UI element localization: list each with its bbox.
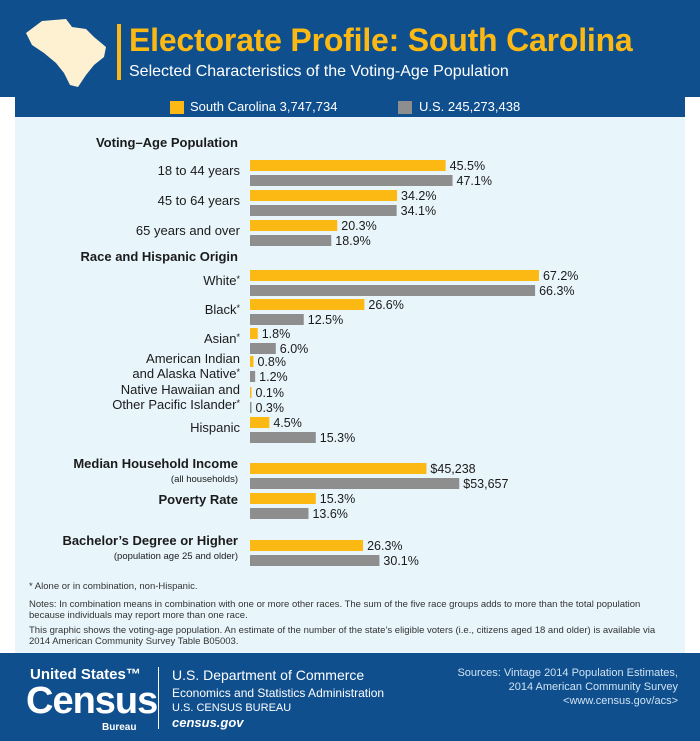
bar-south-carolina-median-household-income (250, 463, 427, 474)
footer-sources-line-2: 2014 American Community Survey (508, 681, 678, 693)
footer-site-link[interactable]: census.gov (172, 715, 244, 730)
bar-south-carolina-black (250, 299, 365, 310)
category-label-line2-american-indian: and Alaska Native* (132, 366, 240, 381)
bar-south-carolina-american-indian (250, 356, 254, 367)
bar-south-carolina-poverty-rate (250, 493, 316, 504)
data-label-us-native-hawaiian-and: 0.3% (256, 401, 285, 415)
group-heading-bachelor-s-degree-or-higher: Bachelor’s Degree or Higher (62, 533, 238, 548)
header-banner: Electorate Profile: South Carolina Selec… (0, 0, 700, 97)
category-label-asian: Asian* (204, 331, 241, 346)
footer-admin: Economics and Statistics Administration (172, 686, 385, 700)
category-label-45-to-64-years: 45 to 64 years (158, 193, 241, 208)
south-carolina-map-icon (26, 19, 106, 87)
bar-chart: Voting–Age Population 18 to 44 years 45.5%… (62, 135, 578, 568)
bar-us-hispanic (250, 432, 316, 443)
data-label-us-65-years-and-over: 18.9% (335, 234, 370, 248)
bar-south-carolina-18-to-44-years (250, 160, 446, 171)
data-label-south-carolina-hispanic: 4.5% (273, 416, 302, 430)
data-label-us-45-to-64-years: 34.1% (401, 204, 436, 218)
group-subheading-bachelor-s-degree-or-higher: (population age 25 and older) (114, 551, 238, 562)
bar-us-65-years-and-over (250, 235, 332, 246)
bar-south-carolina-native-hawaiian-and (250, 387, 252, 398)
data-label-us-black: 12.5% (308, 313, 343, 327)
bar-us-poverty-rate (250, 508, 309, 519)
note-combination-line-1: Notes: In combination means in combinati… (29, 599, 641, 610)
legend: South Carolina 3,747,734 U.S. 245,273,43… (0, 97, 700, 117)
data-label-south-carolina-poverty-rate: 15.3% (320, 492, 355, 506)
data-label-south-carolina-black: 26.6% (368, 298, 403, 312)
census-logo-top: United States™ (30, 666, 141, 683)
footer-sources-line-1: Sources: Vintage 2014 Population Estimat… (457, 667, 678, 679)
footer-divider (158, 667, 159, 729)
census-logo-wordmark: Census (26, 680, 158, 722)
bar-us-45-to-64-years (250, 205, 397, 216)
bar-us-bachelor-s-degree-or-higher (250, 555, 380, 566)
group-heading-poverty-rate: Poverty Rate (159, 492, 238, 507)
data-label-us-18-to-44-years: 47.1% (457, 174, 492, 188)
bar-south-carolina-bachelor-s-degree-or-higher (250, 540, 364, 551)
data-label-south-carolina-white: 67.2% (543, 269, 578, 283)
bar-south-carolina-hispanic (250, 417, 270, 428)
data-label-us-asian: 6.0% (280, 342, 309, 356)
data-label-us-white: 66.3% (539, 284, 574, 298)
category-label-american-indian: American Indian (146, 351, 240, 366)
category-label-white: White* (203, 273, 240, 288)
bar-us-18-to-44-years (250, 175, 453, 186)
bar-us-median-household-income (250, 478, 460, 489)
note-combination-line-2: because individuals may report more than… (29, 610, 248, 621)
legend-swatch-us (398, 101, 412, 114)
data-label-south-carolina-american-indian: 0.8% (257, 355, 286, 369)
data-label-us-hispanic: 15.3% (320, 431, 355, 445)
category-label-line2-native-hawaiian-and: Other Pacific Islander* (112, 397, 240, 412)
census-logo-bottom: Bureau (102, 722, 137, 733)
category-label-hispanic: Hispanic (190, 420, 240, 435)
data-label-south-carolina-65-years-and-over: 20.3% (341, 219, 376, 233)
group-heading-voting-age-population: Voting–Age Population (96, 135, 238, 150)
data-label-south-carolina-asian: 1.8% (262, 327, 291, 341)
page-subtitle: Selected Characteristics of the Voting-A… (129, 63, 509, 80)
footer-bureau: U.S. CENSUS BUREAU (172, 702, 292, 714)
page-title: Electorate Profile: South Carolina (129, 22, 633, 58)
note-voting-line-1: This graphic shows the voting-age popula… (29, 625, 656, 636)
bar-us-white (250, 285, 536, 296)
category-label-18-to-44-years: 18 to 44 years (158, 163, 241, 178)
footer-sources-link[interactable]: <www.census.gov/acs> (563, 695, 678, 707)
note-asterisk: * Alone or in combination, non-Hispanic. (29, 581, 198, 592)
bar-south-carolina-45-to-64-years (250, 190, 398, 201)
data-label-south-carolina-45-to-64-years: 34.2% (401, 189, 436, 203)
note-voting-line-2: 2014 American Community Survey Table B05… (29, 636, 239, 647)
bar-us-american-indian (250, 371, 256, 382)
bar-us-black (250, 314, 304, 325)
data-label-us-bachelor-s-degree-or-higher: 30.1% (383, 554, 418, 568)
legend-strip: South Carolina 3,747,734 U.S. 245,273,43… (15, 97, 685, 117)
chart-panel: Voting–Age Population 18 to 44 years 45.5%… (15, 117, 685, 653)
data-label-south-carolina-bachelor-s-degree-or-higher: 26.3% (367, 539, 402, 553)
bar-south-carolina-white (250, 270, 539, 281)
data-label-us-median-household-income: $53,657 (463, 477, 508, 491)
data-label-south-carolina-native-hawaiian-and: 0.1% (256, 386, 285, 400)
bar-south-carolina-65-years-and-over (250, 220, 338, 231)
group-subheading-median-household-income: (all households) (171, 474, 238, 485)
group-heading-race-and-hispanic-origin: Race and Hispanic Origin (81, 249, 239, 264)
bar-south-carolina-asian (250, 328, 258, 339)
header-accent-rule (117, 24, 121, 80)
bar-us-native-hawaiian-and (250, 402, 252, 413)
data-label-south-carolina-median-household-income: $45,238 (430, 462, 475, 476)
category-label-65-years-and-over: 65 years and over (136, 223, 241, 238)
legend-swatch-south-carolina (170, 101, 184, 114)
category-label-native-hawaiian-and: Native Hawaiian and (121, 382, 240, 397)
data-label-us-american-indian: 1.2% (259, 370, 288, 384)
data-label-south-carolina-18-to-44-years: 45.5% (450, 159, 485, 173)
group-heading-median-household-income: Median Household Income (73, 456, 238, 471)
legend-label-us: U.S. 245,273,438 (419, 99, 521, 114)
category-label-black: Black* (205, 302, 241, 317)
data-label-us-poverty-rate: 13.6% (312, 507, 347, 521)
footer-dept: U.S. Department of Commerce (172, 667, 365, 683)
footer: United States™ Census Bureau U.S. Depart… (0, 653, 700, 741)
legend-label-south-carolina: South Carolina 3,747,734 (190, 99, 338, 114)
bar-us-asian (250, 343, 276, 354)
